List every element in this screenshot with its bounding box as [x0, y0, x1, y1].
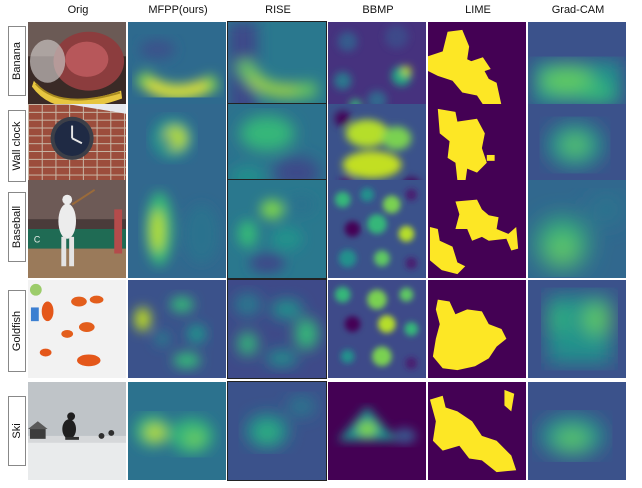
- goldfish-bbmp-heatmap: [328, 280, 426, 378]
- baseball-rise-heatmap: [227, 179, 327, 279]
- row-label-banana: Banana: [8, 26, 26, 96]
- banana-bbmp-heatmap: [328, 22, 426, 120]
- column-header-bbmp: BBMP: [362, 4, 394, 16]
- goldfish-gradcam-heatmap: [528, 280, 626, 378]
- goldfish-mfpp-heatmap: [128, 280, 226, 378]
- ski-rise-heatmap: [227, 381, 327, 481]
- baseball-mfpp-heatmap: [128, 180, 226, 278]
- column-header-mfpp: MFPP(ours): [148, 4, 208, 16]
- ski-bbmp-heatmap: [328, 382, 426, 480]
- column-header-gradcam: Grad-CAM: [551, 4, 605, 16]
- column-header-orig: Orig: [67, 4, 89, 16]
- ski-original-image: [28, 382, 126, 480]
- goldfish-original-image: [28, 280, 126, 378]
- column-header-rise: RISE: [265, 4, 291, 16]
- svg-text:C: C: [34, 235, 41, 245]
- baseball-gradcam-heatmap: [528, 180, 626, 278]
- banana-gradcam-heatmap: [528, 22, 626, 120]
- column-header-lime: LIME: [465, 4, 491, 16]
- row-label-goldfish: Goldfish: [8, 290, 26, 372]
- baseball-lime-mask: [428, 180, 526, 278]
- banana-mfpp-heatmap: [128, 22, 226, 120]
- baseball-bbmp-heatmap: [328, 180, 426, 278]
- row-label-wall-clock: Wall clock: [8, 110, 26, 182]
- banana-rise-heatmap: [227, 21, 327, 121]
- banana-original-image: [28, 22, 126, 120]
- goldfish-lime-mask: [428, 280, 526, 378]
- ski-mfpp-heatmap: [128, 382, 226, 480]
- row-label-baseball: Baseball: [8, 192, 26, 262]
- goldfish-rise-heatmap: [227, 279, 327, 379]
- banana-lime-mask: [428, 22, 526, 120]
- ski-lime-mask: [428, 382, 526, 480]
- baseball-original-image: C: [28, 180, 126, 278]
- ski-gradcam-heatmap: [528, 382, 626, 480]
- row-label-ski: Ski: [8, 396, 26, 466]
